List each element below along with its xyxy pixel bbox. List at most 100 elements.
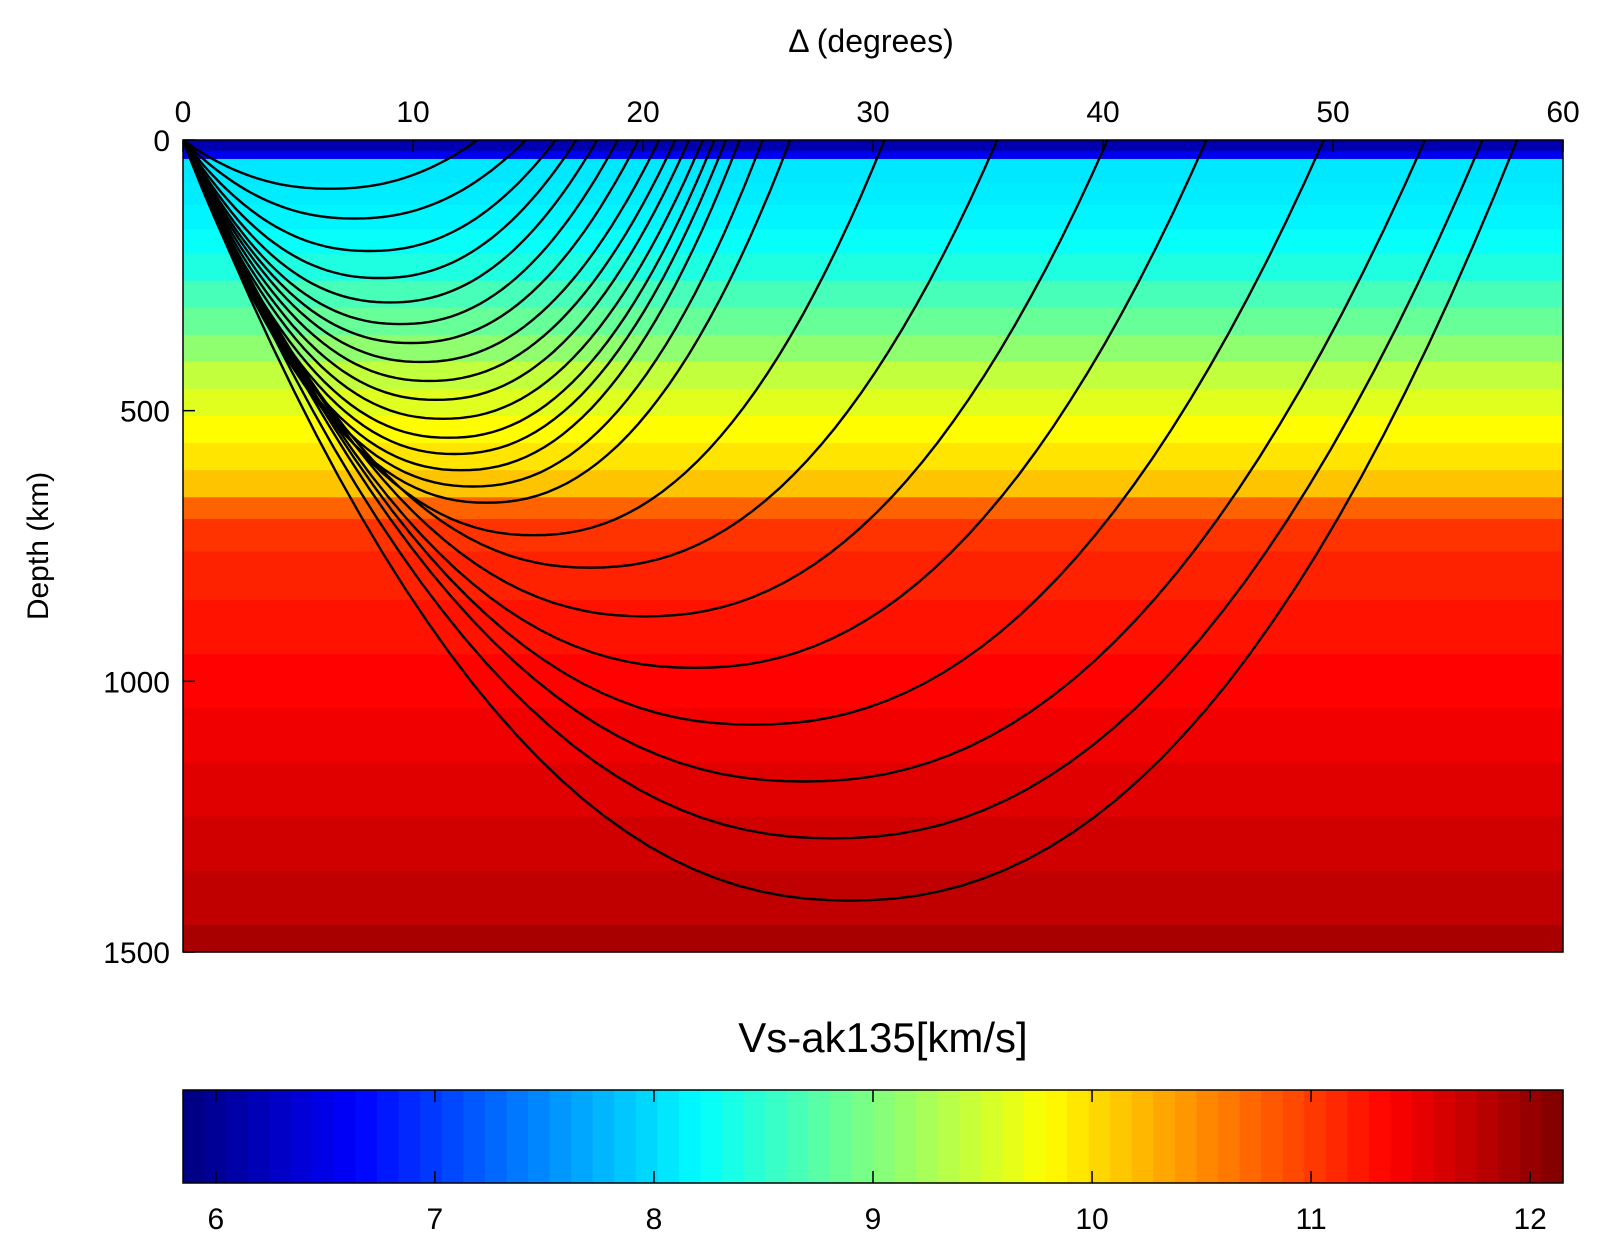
colorbar-tick-label: 9 — [865, 1203, 882, 1236]
ray-path — [183, 140, 1427, 783]
colorbar-segment — [463, 1090, 486, 1183]
velocity-band — [183, 924, 1563, 953]
velocity-band — [183, 334, 1563, 363]
velocity-band — [183, 551, 1563, 601]
velocity-band — [183, 416, 1563, 444]
colorbar-segment — [1325, 1090, 1348, 1183]
colorbar-segment — [916, 1090, 939, 1183]
colorbar-segment — [398, 1090, 421, 1183]
ray-path — [183, 140, 1325, 726]
colorbar-segment — [183, 1090, 206, 1183]
velocity-band — [183, 253, 1563, 282]
colorbar-segment — [829, 1090, 853, 1183]
velocity-band — [183, 518, 1563, 553]
colorbar-segment — [959, 1090, 982, 1183]
velocity-band — [183, 280, 1563, 309]
y-axis-ticks: 0 500 1000 1500 — [103, 125, 195, 970]
colorbar-segment — [592, 1090, 615, 1183]
velocity-band — [183, 654, 1563, 709]
colorbar-segment — [1390, 1090, 1413, 1183]
colorbar — [183, 1090, 1564, 1183]
velocity-band — [183, 150, 1563, 160]
ray-path — [183, 140, 661, 364]
ray-path — [183, 140, 619, 326]
colorbar-segment — [614, 1090, 637, 1183]
ray-path — [183, 140, 640, 345]
colorbar-segment — [894, 1090, 917, 1183]
colorbar-segment — [269, 1090, 292, 1183]
x-axis-ticks: 0 10 20 30 40 50 60 — [175, 96, 1580, 152]
colorbar-segment — [657, 1090, 680, 1183]
colorbar-segment — [247, 1090, 270, 1183]
colorbar-segment — [786, 1090, 809, 1183]
colorbar-segment — [743, 1090, 766, 1183]
colorbar-segment — [1412, 1090, 1435, 1183]
colorbar-segment — [1088, 1090, 1111, 1183]
colorbar-segment — [420, 1090, 443, 1183]
x-tick-label: 20 — [626, 96, 659, 129]
ray-path — [183, 140, 1109, 618]
colorbar-segment — [1196, 1090, 1219, 1183]
y-tick-label: 0 — [153, 125, 170, 158]
x-tick-label: 30 — [856, 96, 889, 129]
ray-path — [183, 140, 479, 190]
velocity-band — [183, 204, 1563, 230]
ray-paths — [183, 140, 1519, 902]
colorbar-segment — [1153, 1090, 1176, 1183]
colorbar-segment — [1023, 1090, 1047, 1183]
colorbar-tick-label: 11 — [1296, 1203, 1327, 1236]
colorbar-segment — [635, 1090, 658, 1183]
ray-path — [183, 140, 1519, 902]
colorbar-segment — [290, 1090, 313, 1183]
colorbar-segment — [1519, 1090, 1543, 1183]
ray-path — [183, 140, 557, 253]
colorbar-segment — [1218, 1090, 1241, 1183]
ray-path — [183, 140, 599, 304]
colorbar-tick-label: 7 — [427, 1203, 444, 1236]
colorbar-segment — [1239, 1090, 1262, 1183]
colorbar-segment — [1304, 1090, 1327, 1183]
velocity-band — [183, 816, 1563, 872]
colorbar-segment — [937, 1090, 960, 1183]
y-axis-label: Depth (km) — [22, 472, 55, 620]
ray-path — [183, 140, 792, 504]
y-tick-label: 1000 — [103, 666, 170, 699]
colorbar-segment — [1282, 1090, 1305, 1183]
colorbar-segment — [1455, 1090, 1478, 1183]
colorbar-segment — [484, 1090, 508, 1183]
colorbar-tick-label: 8 — [646, 1203, 663, 1236]
colorbar-segment — [722, 1090, 745, 1183]
colorbar-segment — [873, 1090, 896, 1183]
colorbar-segment — [377, 1090, 400, 1183]
colorbar-segment — [1498, 1090, 1521, 1183]
colorbar-tick-label: 6 — [208, 1203, 225, 1236]
x-tick-label: 10 — [396, 96, 429, 129]
ray-path — [183, 140, 704, 421]
colorbar-segment — [980, 1090, 1003, 1183]
ray-path — [183, 140, 1208, 670]
x-tick-label: 60 — [1546, 96, 1579, 129]
velocity-band — [183, 762, 1563, 818]
colorbar-segment — [1045, 1090, 1068, 1183]
ray-path — [183, 140, 1484, 840]
ray-path — [183, 140, 691, 402]
colorbar-segment — [851, 1090, 874, 1183]
colorbar-segment — [312, 1090, 335, 1183]
velocity-heatmap — [183, 140, 1563, 953]
y-tick-label: 500 — [120, 396, 170, 429]
colorbar-segment — [1131, 1090, 1154, 1183]
colorbar-tick-label: 12 — [1513, 1203, 1546, 1236]
colorbar-segment — [1110, 1090, 1133, 1183]
colorbar-segment — [1261, 1090, 1284, 1183]
colorbar-segment — [1347, 1090, 1370, 1183]
colorbar-segment — [700, 1090, 723, 1183]
colorbar-segment — [226, 1090, 249, 1183]
velocity-band — [183, 389, 1563, 417]
colorbar-segment — [1476, 1090, 1499, 1183]
colorbar-segment — [678, 1090, 702, 1183]
velocity-band — [183, 158, 1563, 184]
colorbar-segment — [441, 1090, 464, 1183]
colorbar-segment — [204, 1090, 227, 1183]
colorbar-segment — [1368, 1090, 1392, 1183]
